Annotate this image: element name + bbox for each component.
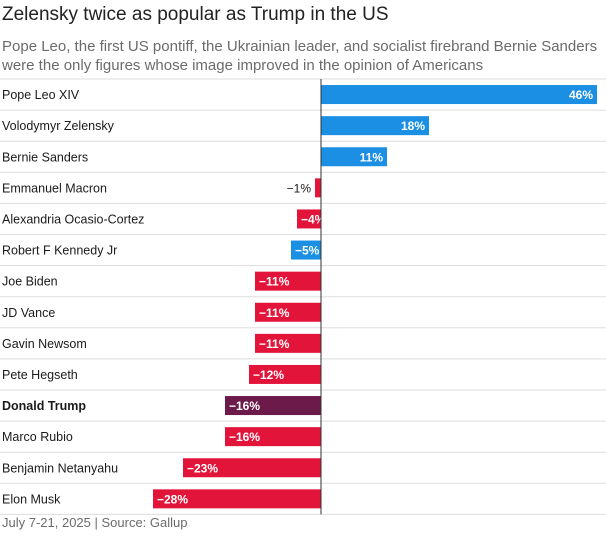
bar <box>297 209 321 229</box>
value-label: −11% <box>259 337 290 351</box>
bar <box>321 116 429 136</box>
category-label: Pope Leo XIV <box>2 88 80 102</box>
bar <box>255 271 321 291</box>
category-label: Joe Biden <box>2 275 58 289</box>
chart-title: Zelensky twice as popular as Trump in th… <box>2 4 389 25</box>
value-label: −12% <box>253 368 284 382</box>
value-label: 18% <box>401 119 425 133</box>
bar <box>255 302 321 322</box>
value-label: −1% <box>287 181 312 195</box>
category-label: Gavin Newsom <box>2 337 87 351</box>
category-label: JD Vance <box>2 306 55 320</box>
value-label: −4% <box>301 212 326 226</box>
category-label: Emmanuel Macron <box>2 181 107 195</box>
value-label: −11% <box>259 306 290 320</box>
chart-subtitle: Pope Leo, the first US pontiff, the Ukra… <box>2 38 598 74</box>
bar <box>291 240 321 260</box>
value-label: −5% <box>295 244 320 258</box>
category-label: Alexandria Ocasio-Cortez <box>2 212 144 226</box>
value-label: −28% <box>157 492 188 506</box>
category-label: Pete Hegseth <box>2 368 78 382</box>
category-label: Robert F Kennedy Jr <box>2 244 117 258</box>
value-label: −16% <box>229 399 260 413</box>
bar <box>249 364 321 384</box>
bar <box>225 427 321 447</box>
bar <box>183 458 321 478</box>
bar <box>321 147 387 167</box>
category-label: Bernie Sanders <box>2 150 88 164</box>
bar <box>255 333 321 353</box>
value-label: −16% <box>229 430 260 444</box>
bar <box>225 396 321 416</box>
category-label: Benjamin Netanyahu <box>2 461 118 475</box>
value-label: −11% <box>259 275 290 289</box>
category-label: Donald Trump <box>2 399 86 413</box>
category-label: Marco Rubio <box>2 430 73 444</box>
source-note: July 7-21, 2025 | Source: Gallup <box>2 515 188 530</box>
bar <box>315 178 321 198</box>
bar <box>321 85 597 105</box>
value-label: 46% <box>569 88 593 102</box>
bar <box>153 489 321 509</box>
category-label: Volodymyr Zelensky <box>2 119 115 133</box>
value-label: −23% <box>187 461 218 475</box>
value-label: 11% <box>360 150 384 164</box>
category-label: Elon Musk <box>2 492 61 506</box>
